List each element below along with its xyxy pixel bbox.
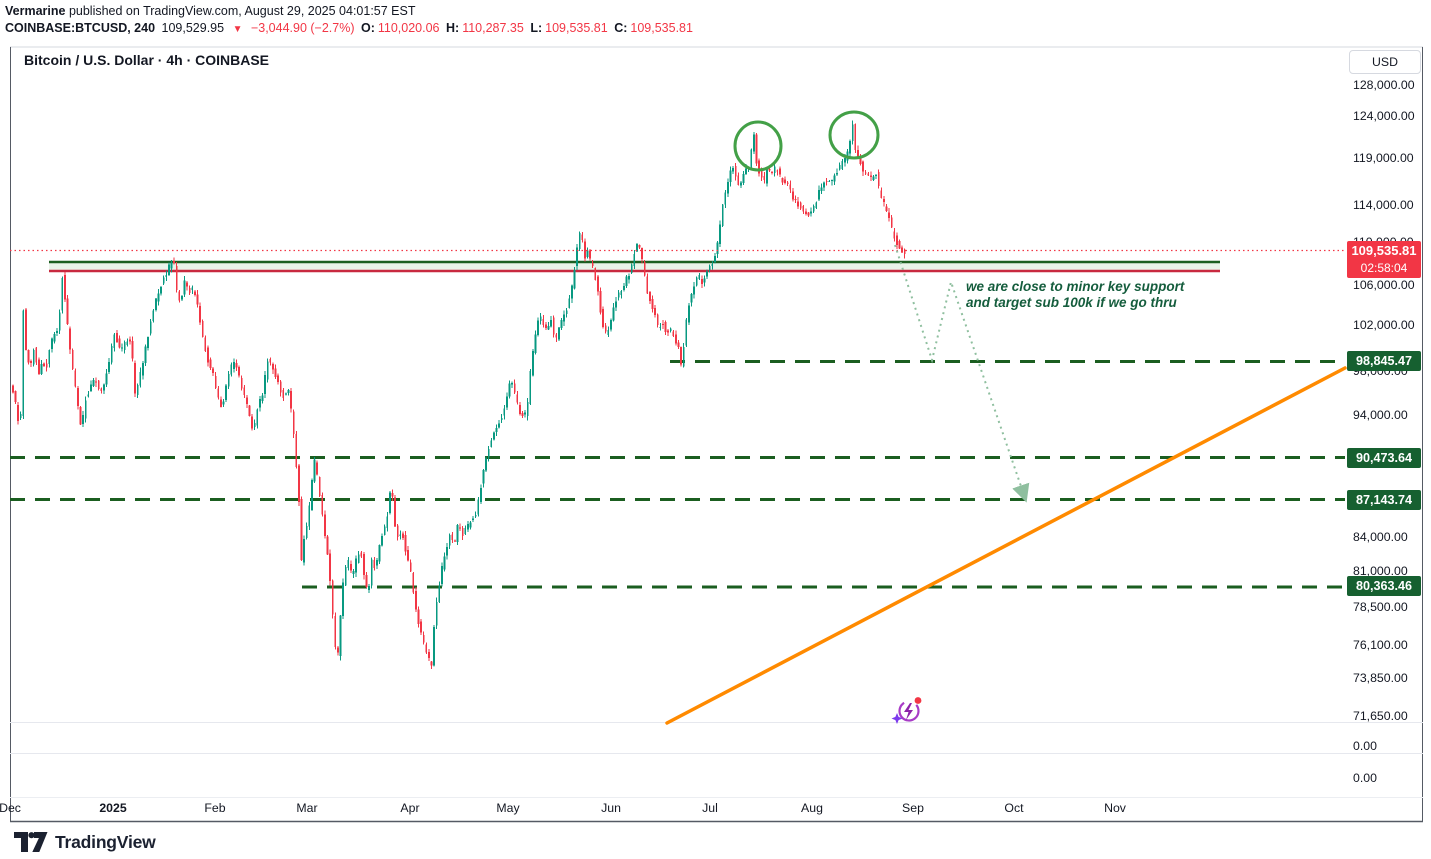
y-tick-label: 94,000.00 xyxy=(1353,408,1408,422)
author-name: Vermarine xyxy=(5,4,66,18)
high-value: 110,287.35 xyxy=(462,21,524,35)
current-price-badge: 109,535.81 02:58:04 xyxy=(1347,241,1421,278)
annotation-line-1: we are close to minor key support xyxy=(966,279,1185,294)
annotation-line-2: and target sub 100k if we go thru xyxy=(966,294,1177,310)
y-tick-label: 0.00 xyxy=(1353,739,1377,753)
x-tick-label: Mar xyxy=(296,801,318,815)
y-tick-label: 0.00 xyxy=(1353,771,1377,785)
tradingview-brand[interactable]: TradingView xyxy=(14,831,156,853)
y-tick-label: 106,000.00 xyxy=(1353,278,1415,292)
y-tick-label: 78,500.00 xyxy=(1353,600,1408,614)
badge-countdown: 02:58:04 xyxy=(1360,261,1408,275)
x-tick-label: Apr xyxy=(400,801,420,815)
chart-frame xyxy=(10,46,1423,823)
y-tick-label: 84,000.00 xyxy=(1353,530,1408,544)
low-label: L: xyxy=(530,21,543,35)
level-badge: 98,845.47 xyxy=(1347,351,1421,371)
symbol-ohlc-row: COINBASE:BTCUSD, 240 109,529.95 ▼ −3,044… xyxy=(5,21,696,35)
x-tick-label: Aug xyxy=(801,801,823,815)
y-tick-label: 119,000.00 xyxy=(1353,151,1414,165)
level-badge: 80,363.46 xyxy=(1347,576,1421,596)
top-circle-1 xyxy=(733,120,783,172)
price-change: −3,044.90 (−2.7%) xyxy=(250,21,355,35)
close-value: 109,535.81 xyxy=(630,21,693,35)
badge-price: 109,535.81 xyxy=(1351,243,1417,258)
symbol-name: COINBASE:BTCUSD, 240 xyxy=(5,21,156,35)
down-arrow-icon: ▼ xyxy=(232,24,243,35)
x-tick-label: Nov xyxy=(1104,801,1126,815)
annotation-note[interactable]: we are close to minor key support and ta… xyxy=(966,279,1184,310)
y-tick-label: 114,000.00 xyxy=(1353,198,1414,212)
last-price: 109,529.95 xyxy=(161,21,225,35)
x-tick-label: Jun xyxy=(601,801,621,815)
dashed-support-lines xyxy=(10,360,1345,589)
low-value: 109,535.81 xyxy=(545,21,608,35)
top-circle-2 xyxy=(828,110,880,160)
y-tick-label: 73,850.00 xyxy=(1353,671,1408,685)
candlestick-series xyxy=(12,120,906,670)
x-tick-label: Oct xyxy=(1004,801,1024,815)
chart-legend[interactable]: Bitcoin / U.S. Dollar · 4h · COINBASE xyxy=(24,52,270,68)
x-tick-label: Sep xyxy=(902,801,924,815)
y-tick-label: 76,100.00 xyxy=(1353,638,1408,652)
byline: Vermarine published on TradingView.com, … xyxy=(5,4,415,18)
y-tick-label: 71,650.00 xyxy=(1353,709,1408,723)
x-tick-label: Dec xyxy=(0,801,21,815)
x-tick-label: Jul xyxy=(702,801,718,815)
signal-icon[interactable] xyxy=(891,697,923,724)
brand-name: TradingView xyxy=(55,831,156,852)
y-tick-label: 102,000.00 xyxy=(1353,318,1415,332)
y-tick-label: 128,000.00 xyxy=(1353,78,1415,92)
currency-button[interactable]: USD xyxy=(1349,50,1421,74)
projection-arrow[interactable] xyxy=(894,244,1030,503)
open-value: 110,020.06 xyxy=(377,21,440,35)
high-label: H: xyxy=(446,21,460,35)
trendline[interactable] xyxy=(665,366,1347,725)
double-top-circles[interactable] xyxy=(733,110,880,172)
level-badge: 90,473.64 xyxy=(1347,448,1421,468)
close-label: C: xyxy=(614,21,628,35)
tradingview-logo-icon xyxy=(14,832,48,852)
level-badge: 87,143.74 xyxy=(1347,490,1421,510)
open-label: O: xyxy=(360,21,375,35)
y-tick-label: 124,000.00 xyxy=(1353,109,1415,123)
x-tick-label: Feb xyxy=(204,801,226,815)
x-tick-label: May xyxy=(496,801,520,815)
publish-info: published on TradingView.com, August 29,… xyxy=(65,4,416,18)
y-tick-label: 81,000.00 xyxy=(1353,564,1408,578)
x-tick-label: 2025 xyxy=(99,801,127,815)
